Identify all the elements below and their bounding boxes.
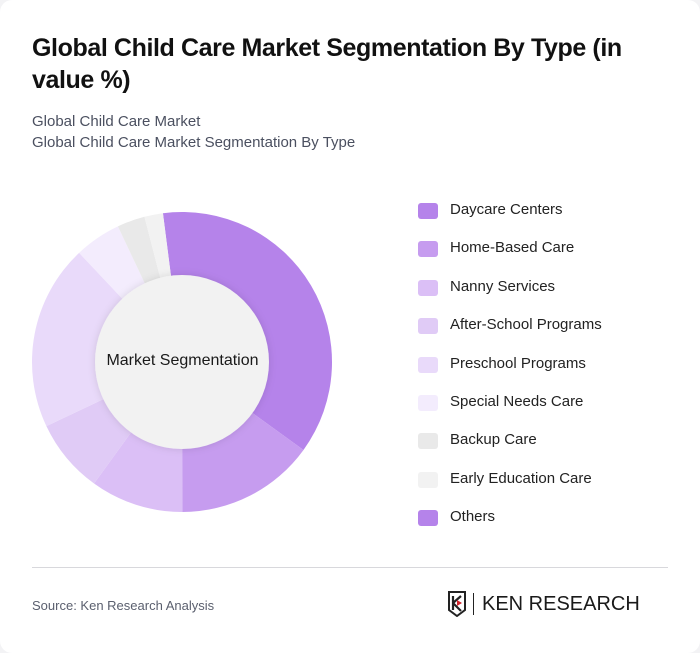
legend-item-preschool-programs[interactable]: Preschool Programs	[418, 353, 602, 391]
legend-item-backup-care[interactable]: Backup Care	[418, 429, 602, 467]
legend-item-daycare-centers[interactable]: Daycare Centers	[418, 199, 602, 237]
legend-swatch	[418, 394, 438, 411]
legend-label: Early Education Care	[450, 469, 592, 487]
donut-chart	[31, 212, 333, 512]
source-note: Source: Ken Research Analysis	[32, 598, 215, 613]
chart-title: Global Child Care Market Segmentation By…	[32, 34, 622, 94]
legend-label: Special Needs Care	[450, 392, 584, 410]
chart-legend: Daycare Centers Home-Based Care Nanny Serv…	[418, 199, 602, 545]
legend-item-nanny-services[interactable]: Nanny Services	[418, 276, 602, 314]
ken-research-logo: KEN RESEARCH	[447, 591, 640, 617]
legend-swatch	[418, 356, 438, 373]
footer-divider	[32, 567, 668, 568]
legend-swatch	[418, 433, 438, 450]
legend-swatch	[418, 318, 438, 335]
legend-item-home-based-care[interactable]: Home-Based Care	[418, 237, 602, 275]
legend-label: After-School Programs	[450, 316, 602, 334]
legend-swatch	[418, 203, 438, 219]
legend-item-special-needs-care[interactable]: Special Needs Care	[418, 391, 602, 429]
legend-label: Home-Based Care	[450, 239, 575, 257]
donut-center-label: Market Segmentation	[106, 352, 259, 369]
logo-separator	[473, 593, 474, 615]
legend-label: Daycare Centers	[450, 201, 563, 218]
legend-item-others[interactable]: Others	[418, 506, 602, 544]
legend-item-early-education-care[interactable]: Early Education Care	[418, 468, 602, 506]
legend-item-after-school-programs[interactable]: After-School Programs	[418, 314, 602, 352]
legend-label: Others	[450, 508, 496, 526]
legend-swatch	[418, 241, 438, 258]
legend-swatch	[418, 279, 438, 296]
donut-center	[95, 275, 269, 449]
legend-label: Preschool Programs	[450, 354, 586, 372]
chart-subtitle-segmentation: Global Child Care Market Segmentation By…	[32, 134, 356, 151]
logo-text: KEN RESEARCH	[482, 592, 640, 615]
legend-label: Nanny Services	[450, 277, 556, 295]
legend-swatch	[418, 471, 438, 488]
legend-swatch	[418, 510, 438, 527]
legend-label: Backup Care	[450, 431, 537, 449]
ken-shield-icon	[448, 591, 466, 617]
chart-subtitle-market: Global Child Care Market	[32, 113, 201, 130]
